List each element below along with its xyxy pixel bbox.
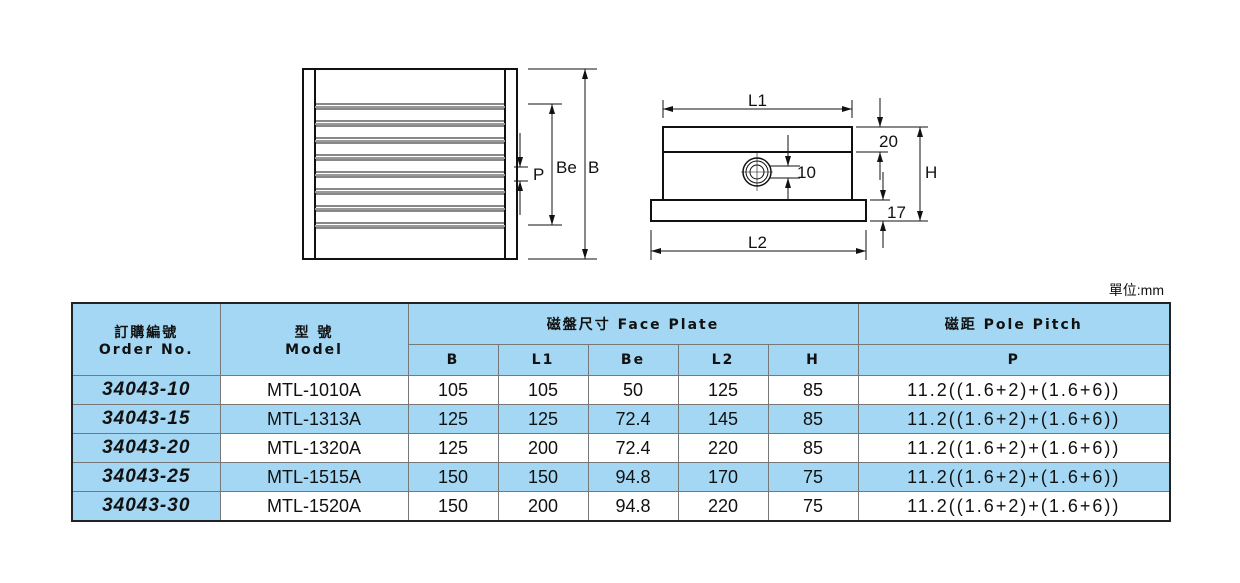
cell-be: 72.4 [587,433,679,463]
cell-h: 85 [767,433,859,463]
cell-b: 150 [407,491,499,522]
header-be: Be [587,344,679,376]
table-row: 34043-25 MTL-1515A 150 150 94.8 170 75 11.2((1.… [71,462,1171,492]
side-view [650,98,928,260]
table-row: 34043-30 MTL-1520A 150 200 94.8 220 75 11.2((1.… [71,491,1171,522]
cell-b: 125 [407,433,499,463]
cell-p: 11.2((1.6+2)+(1.6+6)) [857,433,1171,463]
order-en: Order No. [98,341,194,358]
cell-l1: 200 [497,491,589,522]
cell-h: 85 [767,404,859,434]
dim-h-label: H [925,163,937,182]
spec-table: 訂購編號 Order No. 型 號 Model 磁盤尺寸 Face Plate 磁… [71,302,1171,522]
technical-drawing: P Be B L1 L2 10 20 H 17 [302,68,937,260]
header-b: B [407,344,499,376]
header-order-no: 訂購編號 Order No. [71,302,221,376]
dim-l1-label: L1 [748,91,767,110]
cell-order: 34043-20 [71,433,221,463]
cell-order: 34043-10 [71,375,221,405]
cell-l2: 220 [677,433,769,463]
header-l2: L2 [677,344,769,376]
cell-p: 11.2((1.6+2)+(1.6+6)) [857,462,1171,492]
table-row: 34043-10 MTL-1010A 105 105 50 125 85 11.2((1.6+… [71,375,1171,405]
header-l1: L1 [497,344,589,376]
unit-label: 單位:mm [1108,282,1164,298]
dim-l2-label: L2 [748,233,767,252]
cell-model: MTL-1320A [219,433,409,463]
cell-order: 34043-15 [71,404,221,434]
model-en: Model [285,341,343,358]
header-model: 型 號 Model [219,302,409,376]
cell-be: 72.4 [587,404,679,434]
dim-b-label: B [588,158,599,177]
cell-l1: 125 [497,404,589,434]
cell-model: MTL-1520A [219,491,409,522]
cell-l1: 150 [497,462,589,492]
model-zh: 型 號 [294,324,334,341]
cell-p: 11.2((1.6+2)+(1.6+6)) [857,404,1171,434]
cell-l2: 170 [677,462,769,492]
cell-b: 125 [407,404,499,434]
dim-base-label: 17 [887,203,906,222]
dim-bolt-label: 10 [797,163,816,182]
cell-h: 75 [767,462,859,492]
cell-h: 75 [767,491,859,522]
cell-l2: 220 [677,491,769,522]
dim-p-label: P [533,165,544,184]
cell-p: 11.2((1.6+2)+(1.6+6)) [857,491,1171,522]
table-row: 34043-15 MTL-1313A 125 125 72.4 145 85 11.2((1.… [71,404,1171,434]
dim-be-label: Be [556,158,577,177]
cell-model: MTL-1313A [219,404,409,434]
cell-p: 11.2((1.6+2)+(1.6+6)) [857,375,1171,405]
cell-l2: 145 [677,404,769,434]
order-zh: 訂購編號 [114,324,179,341]
cell-l1: 200 [497,433,589,463]
cell-order: 34043-30 [71,491,221,522]
cell-order: 34043-25 [71,462,221,492]
top-view [302,68,597,260]
header-p: P [857,344,1171,376]
cell-be: 94.8 [587,462,679,492]
cell-b: 105 [407,375,499,405]
header-face-plate: 磁盤尺寸 Face Plate [407,302,859,345]
dim-top-label: 20 [879,132,898,151]
cell-l2: 125 [677,375,769,405]
cell-model: MTL-1515A [219,462,409,492]
cell-be: 94.8 [587,491,679,522]
cell-b: 150 [407,462,499,492]
header-pole-pitch: 磁距 Pole Pitch [857,302,1171,345]
cell-l1: 105 [497,375,589,405]
table-row: 34043-20 MTL-1320A 125 200 72.4 220 85 11.2((1.… [71,433,1171,463]
cell-h: 85 [767,375,859,405]
cell-be: 50 [587,375,679,405]
cell-model: MTL-1010A [219,375,409,405]
header-h: H [767,344,859,376]
